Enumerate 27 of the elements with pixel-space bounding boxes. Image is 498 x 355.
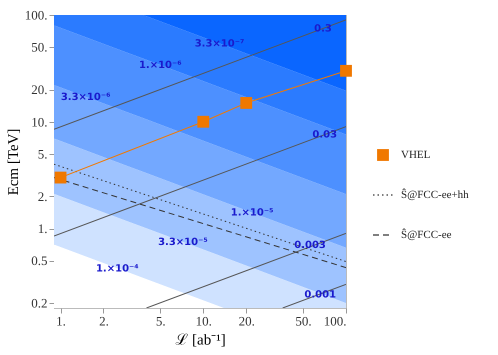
annotation: 3.3×10⁻⁶ <box>60 92 110 103</box>
x-tick-label: 100. <box>324 314 346 328</box>
y-axis-title: Ecm [TeV] <box>6 128 22 196</box>
y-tick-label: 0.2 <box>31 296 48 311</box>
y-tick-label: 2. <box>38 188 48 204</box>
annotation: 3.3×10⁻⁷ <box>194 38 244 50</box>
annotation: 1.×10⁻⁵ <box>230 208 274 219</box>
annotation: 1.×10⁻⁶ <box>138 60 182 72</box>
y-tick-label: 50. <box>31 40 48 55</box>
x-axis-title: ℒ [ab⁻¹] <box>175 332 226 348</box>
legend-label: VHEL <box>401 149 431 161</box>
x-tick-label: 1. <box>56 314 66 328</box>
y-tick-label: 5. <box>38 146 48 162</box>
legend-label: Ŝ@FCC-ee+hh <box>401 188 470 201</box>
x-tick-label: 10. <box>196 314 212 328</box>
x-tick-label: 5. <box>156 314 166 328</box>
y-tick-label: 20. <box>31 82 48 98</box>
annotation: 3.3×10⁻⁵ <box>158 236 208 248</box>
annotation: 1.×10⁻⁴ <box>96 264 139 275</box>
y-tick-label: 0.5 <box>31 253 48 268</box>
x-tick-label: 20. <box>238 314 255 328</box>
x-tick-label: 50. <box>295 314 312 328</box>
y-tick-label: 10. <box>31 114 48 130</box>
legend-label: Ŝ@FCC-ee <box>401 228 452 241</box>
y-tick-label: 1. <box>38 221 48 236</box>
y-tick-label: 100. <box>24 8 48 22</box>
x-tick-label: 2. <box>99 314 109 328</box>
